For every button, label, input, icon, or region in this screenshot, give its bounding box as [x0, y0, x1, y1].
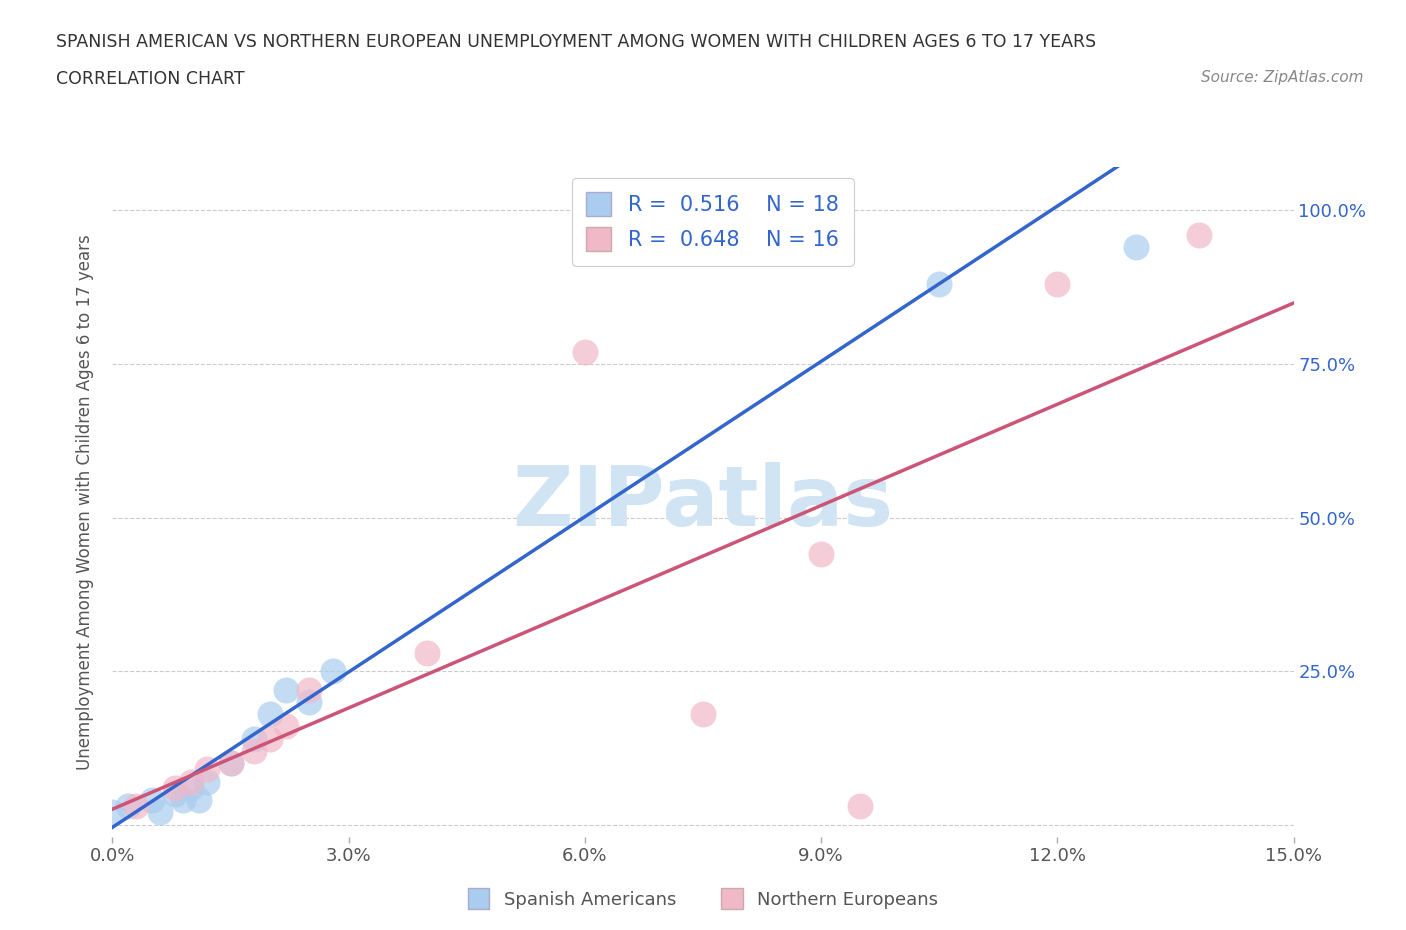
Point: [141, 792, 163, 807]
Point: [928, 277, 950, 292]
Point: [274, 682, 297, 697]
Point: [1125, 240, 1147, 255]
Point: [259, 731, 281, 746]
Text: CORRELATION CHART: CORRELATION CHART: [56, 70, 245, 87]
Point: [1046, 277, 1069, 292]
Point: [298, 695, 321, 710]
Point: [574, 344, 596, 359]
Point: [849, 799, 872, 814]
Point: [149, 805, 172, 820]
Point: [125, 799, 148, 814]
Point: [243, 731, 266, 746]
Legend: Spanish Americans, Northern Europeans: Spanish Americans, Northern Europeans: [456, 875, 950, 922]
Point: [243, 744, 266, 759]
Point: [195, 775, 218, 790]
Point: [165, 780, 187, 795]
Point: [101, 805, 124, 820]
Point: [322, 664, 344, 679]
Point: [1188, 228, 1211, 243]
Point: [692, 707, 714, 722]
Point: [180, 775, 202, 790]
Point: [117, 799, 139, 814]
Point: [810, 547, 832, 562]
Point: [298, 682, 321, 697]
Point: [259, 707, 281, 722]
Point: [172, 792, 194, 807]
Point: [188, 792, 211, 807]
Point: [770, 233, 793, 248]
Point: [180, 780, 202, 795]
Point: [416, 645, 439, 660]
Point: [195, 762, 218, 777]
Text: ZIPatlas: ZIPatlas: [513, 461, 893, 543]
Point: [274, 719, 297, 734]
Y-axis label: Unemployment Among Women with Children Ages 6 to 17 years: Unemployment Among Women with Children A…: [76, 234, 94, 770]
Text: SPANISH AMERICAN VS NORTHERN EUROPEAN UNEMPLOYMENT AMONG WOMEN WITH CHILDREN AGE: SPANISH AMERICAN VS NORTHERN EUROPEAN UN…: [56, 33, 1097, 50]
Point: [219, 756, 242, 771]
Point: [219, 756, 242, 771]
Point: [165, 787, 187, 802]
Text: Source: ZipAtlas.com: Source: ZipAtlas.com: [1201, 70, 1364, 85]
